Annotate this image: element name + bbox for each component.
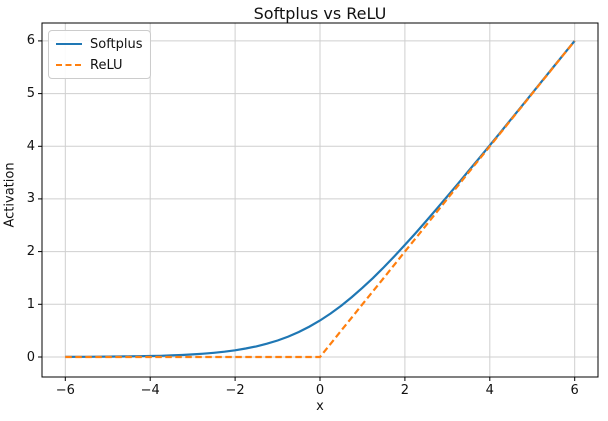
legend-item-softplus: Softplus	[56, 36, 143, 52]
y-tick-label: 2	[26, 244, 35, 260]
y-tick-labels: 0 1 2 3 4 5 6	[0, 0, 35, 421]
legend-label-relu: ReLU	[90, 57, 123, 73]
y-tick-label: 5	[26, 86, 35, 102]
chart-title: Softplus vs ReLU	[253, 4, 387, 23]
legend: Softplus ReLU	[48, 30, 151, 79]
x-tick-label: 2	[400, 383, 410, 398]
y-tick-label: 6	[26, 33, 35, 49]
x-tick-label: −2	[225, 383, 245, 398]
y-tick-label: 3	[26, 191, 35, 207]
x-tick-labels: −6 −4 −2 0 2 4 6	[0, 383, 608, 399]
softplus-line-sample	[56, 42, 82, 46]
x-tick-label: 4	[485, 383, 494, 398]
x-tick-label: 6	[570, 383, 579, 398]
x-axis-label: x	[316, 399, 324, 414]
x-tick-label: −4	[140, 383, 160, 398]
y-tick-label: 1	[26, 296, 35, 312]
x-tick-label: −6	[55, 383, 75, 398]
x-tick-label: 0	[315, 383, 325, 398]
y-tick-label: 0	[26, 349, 35, 365]
y-tick-label: 4	[26, 138, 35, 154]
relu-line-sample	[56, 63, 82, 67]
legend-item-relu: ReLU	[56, 57, 143, 73]
series-line-relu	[65, 40, 576, 359]
legend-label-softplus: Softplus	[90, 36, 143, 52]
